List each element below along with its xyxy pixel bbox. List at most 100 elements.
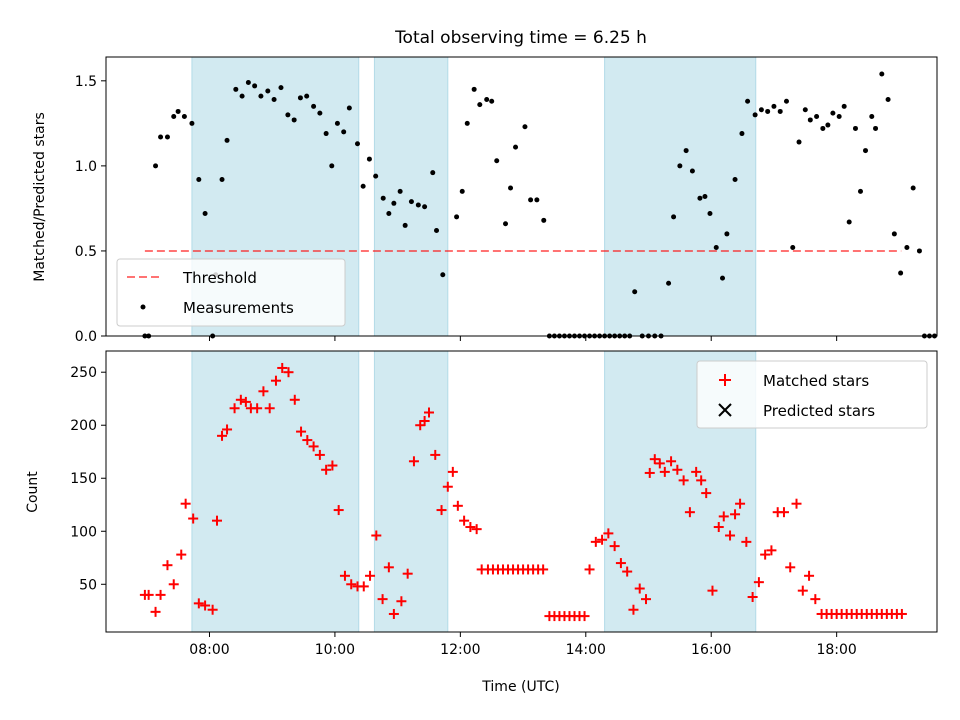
measurement-point xyxy=(484,97,490,103)
x-tick-label: 08:00 xyxy=(189,642,229,658)
ratio-panel: 0.0 0.5 1.0 1.5 Matched/Predicted stars Thr… xyxy=(32,56,938,345)
measurement-point xyxy=(380,195,386,201)
measurement-point xyxy=(771,103,777,109)
matched-star-point xyxy=(143,589,154,600)
observing-band xyxy=(373,350,449,633)
measurement-point xyxy=(454,214,460,220)
matched-star-point xyxy=(302,435,313,446)
matched-star-point xyxy=(609,541,620,552)
matched-star-point xyxy=(371,530,382,541)
measurement-point xyxy=(304,93,310,99)
matched-star-point xyxy=(713,522,724,533)
matched-star-point xyxy=(691,466,702,477)
measurement-point xyxy=(869,114,875,120)
matched-star-point xyxy=(176,549,187,560)
matched-star-point xyxy=(465,522,476,533)
measurement-legend-label: Measurements xyxy=(183,299,294,317)
measurement-point xyxy=(175,108,181,114)
measurement-point xyxy=(224,137,230,143)
matched-star-point xyxy=(452,500,463,511)
measurement-point xyxy=(522,124,528,130)
measurement-point xyxy=(489,98,495,104)
measurement-point xyxy=(852,125,858,131)
ratio-legend: Threshold Measurements xyxy=(116,258,346,327)
matched-star-point xyxy=(640,594,651,605)
x-tick-label: 16:00 xyxy=(691,642,731,658)
matched-star-point xyxy=(730,509,741,520)
matched-star-point xyxy=(747,592,758,603)
matched-star-point xyxy=(791,498,802,509)
y-tick-label: 0.0 xyxy=(75,329,97,345)
matched-star-point xyxy=(701,488,712,499)
matched-star-point xyxy=(207,604,218,615)
measurement-point xyxy=(311,103,317,109)
matched-star-point xyxy=(212,515,223,526)
y-tick-label: 1.0 xyxy=(75,159,97,175)
matched-star-point xyxy=(235,394,246,405)
measurement-point xyxy=(857,188,863,194)
measurement-point xyxy=(732,176,738,182)
matched-star-point xyxy=(696,475,707,486)
measurement-point xyxy=(391,200,397,206)
measurement-point xyxy=(541,217,547,223)
matched-star-point xyxy=(597,534,608,545)
y-tick-label: 0.5 xyxy=(75,244,97,260)
matched-star-point xyxy=(308,441,319,452)
measurement-point xyxy=(846,219,852,225)
measurement-point xyxy=(271,97,277,103)
measurement-point xyxy=(373,173,379,179)
y-tick-label: 100 xyxy=(70,524,97,540)
matched-star-point xyxy=(634,583,645,594)
matched-star-point xyxy=(584,564,595,575)
measurement-point xyxy=(464,120,470,126)
matched-star-point xyxy=(659,466,670,477)
measurement-point xyxy=(402,222,408,228)
measurement-point xyxy=(702,194,708,199)
measurement-point xyxy=(677,163,683,169)
matched-star-point xyxy=(402,568,413,579)
matched-star-point xyxy=(358,581,369,592)
matched-star-point xyxy=(314,449,325,460)
measurement-point xyxy=(252,83,258,89)
matched-star-point xyxy=(365,570,376,581)
measurement-point xyxy=(434,228,440,234)
matched-star-point xyxy=(346,579,357,590)
measurement-point xyxy=(239,93,245,99)
matched-star-point xyxy=(222,424,233,435)
matched-star-point xyxy=(377,594,388,605)
measurement-point xyxy=(745,98,751,104)
matched-star-point xyxy=(430,449,441,460)
matched-star-point xyxy=(419,415,430,426)
matched-star-point xyxy=(277,362,288,373)
count-legend-box xyxy=(696,360,928,429)
measurement-point xyxy=(666,280,672,286)
matched-star-point xyxy=(649,454,660,465)
measurement-point xyxy=(697,195,703,201)
measurement-point xyxy=(297,95,303,101)
matched-star-point xyxy=(778,507,789,518)
count-legend: Matched stars Predicted stars xyxy=(696,360,928,429)
matched-star-point xyxy=(766,545,777,556)
measurement-point xyxy=(171,114,177,120)
y-tick-label: 50 xyxy=(79,577,97,593)
matched-star-point xyxy=(240,396,251,407)
measurement-point xyxy=(758,107,764,113)
matched-star-point xyxy=(162,560,173,571)
matched-star-point xyxy=(258,386,269,397)
measurement-point xyxy=(477,102,483,108)
matched-star-point xyxy=(654,458,665,469)
predicted-legend-swatch xyxy=(718,403,732,417)
matched-star-point xyxy=(447,466,458,477)
matched-star-point xyxy=(622,566,633,577)
matched-star-point xyxy=(436,505,447,516)
matched-star-point xyxy=(678,475,689,486)
measurement-point xyxy=(202,211,208,217)
matched-legend-label: Matched stars xyxy=(763,372,869,390)
measurement-point xyxy=(346,105,352,111)
measurement-point xyxy=(317,110,323,116)
measurement-point xyxy=(196,176,202,182)
x-tick-label: 18:00 xyxy=(816,642,856,658)
measurement-point xyxy=(323,131,329,137)
matched-star-point xyxy=(628,604,639,615)
measurement-point xyxy=(783,98,789,104)
